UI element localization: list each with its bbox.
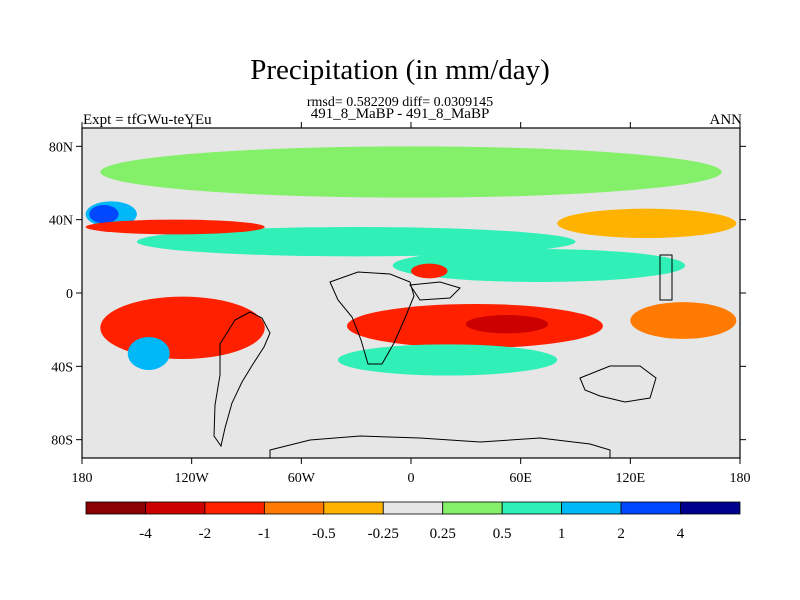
colorbar-swatch — [85, 501, 146, 515]
colorbar-swatch — [442, 501, 503, 515]
x-tick-label: 120E — [616, 471, 646, 486]
coastline-antarctica — [269, 435, 611, 458]
region-indian-ocean-moist-band — [392, 249, 686, 282]
colorbar-label: -0.25 — [368, 526, 399, 542]
region-southeast-pacific-dry-patch — [630, 302, 737, 339]
coastline-north-pacific-island — [659, 254, 673, 301]
colorbar-label: -2 — [199, 526, 212, 542]
x-tick-label: 0 — [408, 471, 415, 486]
y-tick-label: 40S — [51, 360, 73, 375]
colorbar-label: 0.5 — [493, 526, 512, 542]
y-tick-label: 80S — [51, 434, 73, 449]
colorbar-swatch — [263, 501, 325, 515]
colorbar-label: 1 — [558, 526, 566, 542]
colorbar-swatch — [620, 501, 681, 515]
colorbar-label: 0.25 — [430, 526, 456, 542]
coastlines — [213, 254, 673, 458]
region-south-indian-dry-core — [465, 315, 549, 334]
coastline-south-america — [213, 311, 271, 448]
y-tick-label: 40N — [49, 214, 73, 229]
region-north-pacific-dry-band — [85, 219, 265, 235]
x-tick-label: 180 — [730, 471, 751, 486]
colorbar-swatch — [145, 501, 206, 515]
region-east-asia-dry-patch — [557, 208, 737, 238]
colorbar-swatch — [382, 501, 444, 515]
colorbar-label: -0.5 — [312, 526, 336, 542]
chart-title: Precipitation (in mm/day) — [250, 54, 550, 86]
region-north-mid-latitude-moist-band — [136, 227, 576, 257]
season-label: ANN — [709, 112, 743, 128]
precip-regions — [85, 146, 737, 376]
x-tick-label: 60W — [288, 471, 316, 486]
colorbar-swatch — [501, 501, 563, 515]
colorbar-label: 2 — [617, 526, 625, 542]
y-tick-label: 0 — [66, 287, 73, 302]
region-north-pacific-dipole-wet-core — [89, 205, 119, 224]
colorbar-label: -4 — [139, 526, 152, 542]
experiment-label: Expt = tfGWu-teYEu — [83, 112, 212, 128]
x-tick-label: 120W — [175, 471, 210, 486]
colorbar-swatch — [204, 501, 265, 515]
region-africa-dry-core — [411, 263, 448, 279]
region-south-pacific-moist-patch — [127, 337, 170, 370]
colorbar-swatch — [561, 501, 622, 515]
x-tick-label: 60E — [509, 471, 532, 486]
colorbar-label: -1 — [258, 526, 271, 542]
region-south-pacific-dry-band — [100, 296, 265, 360]
y-axis: 80N 40N 0 40S 80S — [49, 140, 746, 449]
x-axis: 180 120W 60W 0 60E 120E 180 — [72, 122, 751, 486]
region-north-high-latitude-wet-band — [100, 146, 722, 198]
case-names: 491_8_MaBP - 491_8_MaBP — [310, 106, 490, 122]
region-southern-wet-band — [337, 344, 558, 376]
coastline-australia — [579, 365, 657, 403]
colorbar-swatch — [680, 501, 741, 515]
colorbar-swatch — [323, 501, 384, 515]
colorbar: -4 -2 -1 -0.5 -0.25 0.25 0.5 1 2 4 — [85, 501, 741, 542]
x-tick-label: 180 — [72, 471, 93, 486]
y-tick-label: 80N — [49, 140, 73, 155]
coastline-africa — [329, 271, 415, 365]
colorbar-label: 4 — [677, 526, 685, 542]
stats-line: rmsd= 0.582209 diff= 0.0309145 — [306, 95, 494, 110]
coastline-tropical-island — [409, 281, 461, 301]
